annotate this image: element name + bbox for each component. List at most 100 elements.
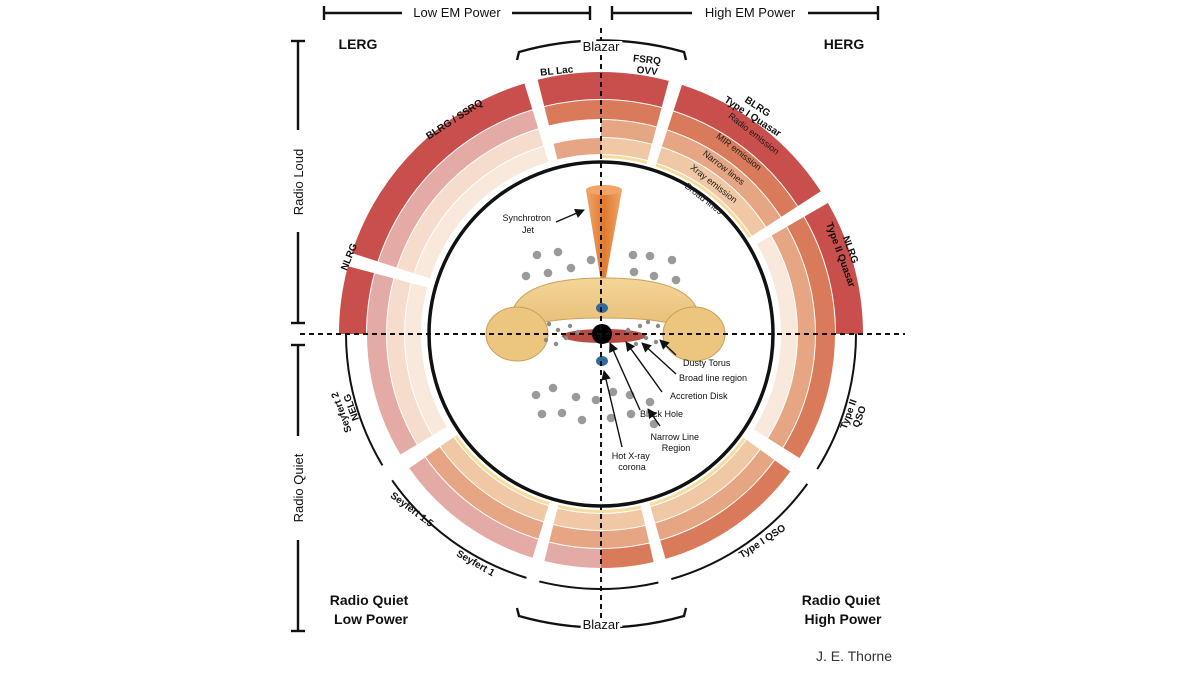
narrow-line-cloud <box>521 271 531 281</box>
broad-line-cloud <box>645 319 651 325</box>
narrow-line-cloud <box>553 247 563 257</box>
radio-loud-label: Radio Loud <box>291 149 306 216</box>
ring-nlrg-right-band-1 <box>804 203 863 334</box>
ring-nlrg-left-band-1 <box>339 266 375 334</box>
ring-seyfert1-right-band-3 <box>601 525 650 548</box>
ring-seyfert2-band-3 <box>387 334 433 445</box>
ring-nlrg-right-band-4 <box>756 236 797 334</box>
ring-nlrg-right-band-2 <box>787 217 835 334</box>
narrow-line-cloud <box>645 397 655 407</box>
broad-line-cloud <box>655 323 661 329</box>
torus-label: Dusty Torus <box>683 358 731 368</box>
broad-line-cloud <box>543 337 549 343</box>
broad-line-cloud <box>546 321 552 327</box>
ring-type1-qso-band-4 <box>650 439 760 523</box>
ring-blrg-band-4 <box>656 147 766 236</box>
accretion-disk-label: Accretion Disk <box>670 391 728 401</box>
narrow-line-cloud <box>532 250 542 260</box>
ring-seyfert1-left-band-5 <box>557 504 601 513</box>
narrow-line-cloud <box>671 275 681 285</box>
component-arrows <box>555 208 677 448</box>
blazar-top-label: Blazar <box>583 39 621 54</box>
em-power-brackets <box>322 6 880 20</box>
ring-type2-qso-band-4 <box>753 334 797 438</box>
ring-seyfert15-band-4 <box>440 437 549 522</box>
narrow-line-cloud <box>557 408 567 418</box>
ring-type1-qso-band-2 <box>660 460 791 559</box>
broad-line-cloud <box>637 323 643 329</box>
narrow-line-cloud <box>626 409 636 419</box>
ring-blrg-ssrq-band-3 <box>397 129 544 274</box>
broad-line-cloud <box>643 335 649 341</box>
broad-line-cloud <box>563 335 569 341</box>
blazar-bottom-label: Blazar <box>583 617 621 632</box>
ring-blrg-band-3 <box>661 130 781 227</box>
ring-type2-qso-outer-arc <box>816 333 857 470</box>
narrow-line-cloud <box>543 268 553 278</box>
ring-nlrg-left-band-4 <box>405 283 428 334</box>
bl-lac-label: BL Lac <box>540 64 575 78</box>
ring-seyfert1-right-band-4 <box>601 509 646 530</box>
broad-line-cloud <box>555 327 561 333</box>
narrow-line-cloud <box>645 251 655 261</box>
ring-fsrq-band-1 <box>601 72 669 108</box>
herg-label: HERG <box>824 36 865 52</box>
narrow-line-cloud <box>649 271 659 281</box>
ring-type1-qso-band-3 <box>655 449 775 540</box>
type1-qso-label: Type I QSO <box>737 523 788 561</box>
ring-seyfert1-right-outer-arc <box>600 581 659 590</box>
ring-nlrg-left-band-3 <box>387 278 411 334</box>
ring-blrg-band-1 <box>673 84 821 207</box>
broad-line-cloud <box>653 339 659 345</box>
ring-bl-lac-band-1 <box>537 72 601 106</box>
ring-seyfert1-left-outer-arc <box>539 580 602 590</box>
ring-fsrq-band-4 <box>601 138 652 161</box>
ring-nlrg-left-band-2 <box>367 273 394 334</box>
ring-seyfert1-left-band-2 <box>544 542 601 568</box>
narrow-line-cloud <box>629 267 639 277</box>
jet-label: Synchrotron Jet <box>502 213 553 235</box>
ring-seyfert15-band-2 <box>409 457 539 558</box>
ring-fsrq-band-2 <box>601 100 662 127</box>
lerg-label: LERG <box>339 36 378 52</box>
ring-seyfert15-band-3 <box>425 446 544 539</box>
narrow-line-cloud <box>548 383 558 393</box>
narrow-line-cloud <box>606 413 616 423</box>
ring-seyfert1-right-band-2 <box>601 543 654 568</box>
ring-bl-lac-band-3 <box>549 120 601 143</box>
narrow-line-cloud <box>649 419 659 429</box>
broad-line-cloud <box>553 341 559 347</box>
broad-line-cloud <box>625 327 631 333</box>
ring-type2-qso-band-2 <box>783 334 835 459</box>
synchrotron-jet <box>586 186 622 288</box>
broad-line-cloud <box>567 323 573 329</box>
ring-blrg-ssrq-band-1 <box>351 83 533 262</box>
narrow-line-cloud <box>571 392 581 402</box>
ring-fsrq-band-5 <box>601 155 648 164</box>
fsrq-label: FSRQ OVV <box>631 53 664 78</box>
radio-quiet-label: Radio Quiet <box>291 453 306 522</box>
ring-seyfert2-band-4 <box>405 334 447 435</box>
ring-type1-qso-outer-arc <box>671 483 809 581</box>
type2-qso-label: Type II QSO <box>839 395 871 434</box>
narrow-line-cloud <box>537 409 547 419</box>
ring-seyfert2-band-2 <box>367 334 417 455</box>
ring-seyfert15-outer-arc <box>391 479 527 579</box>
radio-quiet-high-power-label: Radio Quiet High Power <box>802 592 884 627</box>
narrow-line-cloud <box>577 415 587 425</box>
blazar-bottom-bracket <box>515 607 688 629</box>
ring-seyfert1-right-band-5 <box>601 505 642 513</box>
corona-label: Hot X-ray corona <box>612 451 653 472</box>
ring-bl-lac-band-4 <box>553 138 601 160</box>
broad-line-cloud <box>633 341 639 347</box>
seyfert2-nelg-label: Seyfert 2 NELG <box>329 384 365 434</box>
seyfert15-label: Seyfert 1.5 <box>388 490 435 529</box>
low-em-power-label: Low EM Power <box>413 5 501 20</box>
ring-blrg-band-2 <box>667 111 798 217</box>
author-credit: J. E. Thorne <box>816 648 892 664</box>
broad-line-region-label: Broad line region <box>679 373 747 383</box>
ring-bl-lac-band-2 <box>544 100 601 126</box>
radio-loudness-brackets <box>291 39 305 633</box>
ring-seyfert2-outer-arc <box>345 333 384 466</box>
